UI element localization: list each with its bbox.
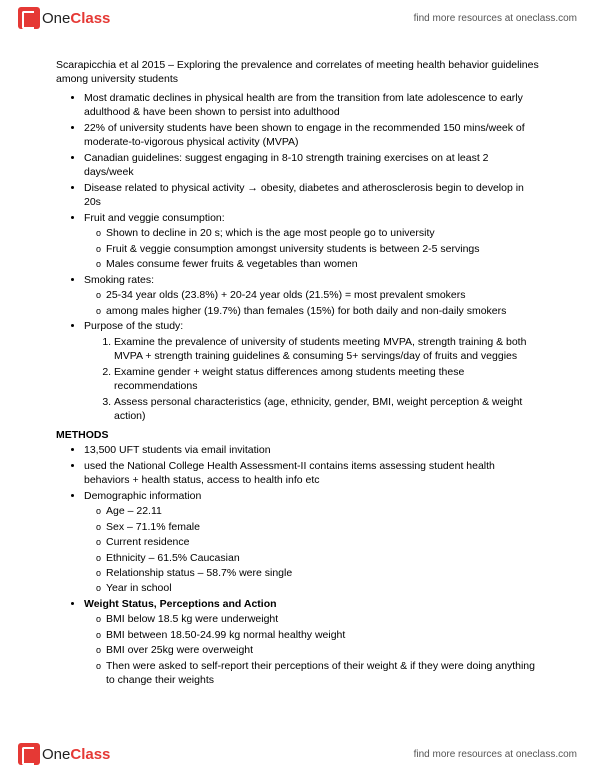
list-item-label: Purpose of the study: (84, 320, 183, 332)
logo: OneClass (18, 743, 110, 765)
list-item: 22% of university students have been sho… (84, 121, 539, 150)
logo-text: OneClass (42, 746, 110, 763)
list-item: Examine the prevalence of university of … (114, 335, 539, 364)
list-item: Current residence (106, 535, 539, 549)
list-item: Year in school (106, 581, 539, 595)
list-item: Ethnicity – 61.5% Caucasian (106, 551, 539, 565)
list-item: Smoking rates: 25-34 year olds (23.8%) +… (84, 273, 539, 318)
list-item: used the National College Health Assessm… (84, 459, 539, 488)
list-item-label: Weight Status, Perceptions and Action (84, 598, 277, 610)
list-item: 25-34 year olds (23.8%) + 20-24 year old… (106, 288, 539, 302)
list-item: Age – 22.11 (106, 504, 539, 518)
sub-list: BMI below 18.5 kg were underweight BMI b… (84, 612, 539, 687)
list-item: Disease related to physical activity → o… (84, 181, 539, 210)
numbered-list: Examine the prevalence of university of … (84, 335, 539, 424)
sub-list: Shown to decline in 20 s; which is the a… (84, 226, 539, 271)
list-item: among males higher (19.7%) than females … (106, 304, 539, 318)
tagline: find more resources at oneclass.com (414, 749, 577, 760)
logo-icon (18, 7, 40, 29)
section-heading-methods: METHODS (56, 428, 539, 442)
paper-title: Scarapicchia et al 2015 – Exploring the … (56, 58, 539, 87)
list-item: Weight Status, Perceptions and Action BM… (84, 597, 539, 688)
list-item: BMI between 18.50-24.99 kg normal health… (106, 628, 539, 642)
logo-text: OneClass (42, 10, 110, 27)
sub-list: 25-34 year olds (23.8%) + 20-24 year old… (84, 288, 539, 318)
list-item-label: Fruit and veggie consumption: (84, 212, 225, 224)
logo: OneClass (18, 7, 110, 29)
list-item-label: Demographic information (84, 490, 201, 502)
list-item: Then were asked to self-report their per… (106, 659, 539, 688)
list-item: 13,500 UFT students via email invitation (84, 443, 539, 457)
list-item: BMI over 25kg were overweight (106, 643, 539, 657)
methods-list: 13,500 UFT students via email invitation… (56, 443, 539, 688)
tagline: find more resources at oneclass.com (414, 13, 577, 24)
footer: OneClass find more resources at oneclass… (0, 736, 595, 770)
list-item: BMI below 18.5 kg were underweight (106, 612, 539, 626)
list-item: Demographic information Age – 22.11 Sex … (84, 489, 539, 596)
list-item: Shown to decline in 20 s; which is the a… (106, 226, 539, 240)
list-item: Sex – 71.1% female (106, 520, 539, 534)
logo-icon (18, 743, 40, 765)
list-item: Examine gender + weight status differenc… (114, 365, 539, 394)
sub-list: Age – 22.11 Sex – 71.1% female Current r… (84, 504, 539, 596)
list-item: Assess personal characteristics (age, et… (114, 395, 539, 424)
list-item: Canadian guidelines: suggest engaging in… (84, 151, 539, 180)
list-item: Purpose of the study: Examine the preval… (84, 319, 539, 423)
list-item: Most dramatic declines in physical healt… (84, 91, 539, 120)
main-list: Most dramatic declines in physical healt… (56, 91, 539, 424)
document-body: Scarapicchia et al 2015 – Exploring the … (0, 34, 595, 688)
list-item-label: Smoking rates: (84, 274, 154, 286)
list-item: Males consume fewer fruits & vegetables … (106, 257, 539, 271)
list-item: Fruit and veggie consumption: Shown to d… (84, 211, 539, 272)
list-item: Relationship status – 58.7% were single (106, 566, 539, 580)
list-item: Fruit & veggie consumption amongst unive… (106, 242, 539, 256)
header: OneClass find more resources at oneclass… (0, 0, 595, 34)
